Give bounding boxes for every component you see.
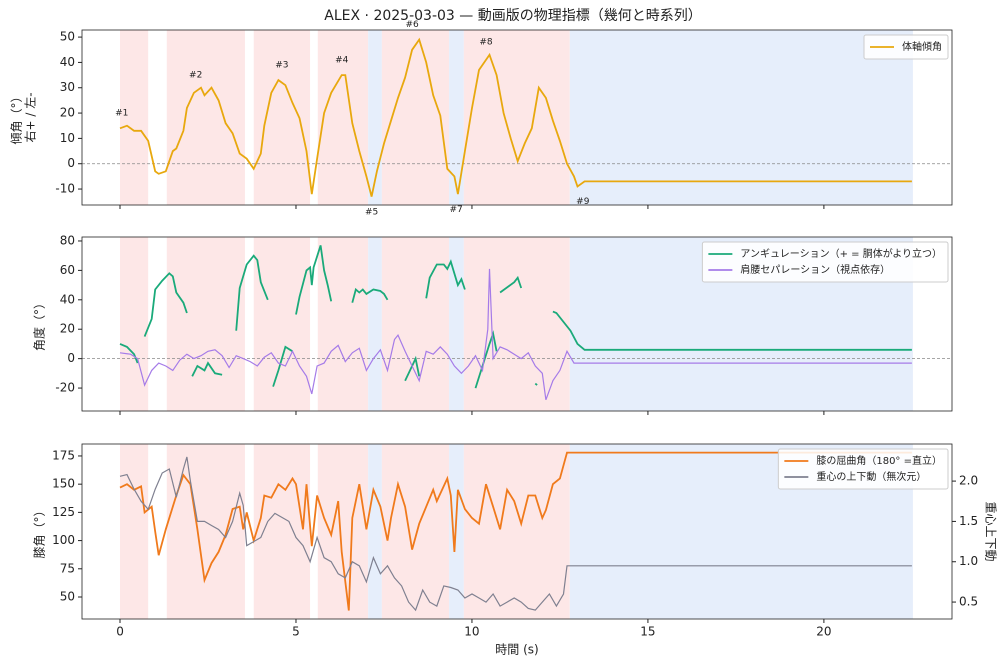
plot-frame [81,29,953,206]
y2-tick-label: 1.0 [959,554,978,568]
x-axis-label: 時間 (s) [495,643,538,657]
x-tick-label: 5 [292,625,300,639]
y-tick-label: 175 [52,448,75,462]
annotation: #7 [449,205,462,215]
series-line [119,268,912,401]
phase-span [317,30,369,205]
y-axis-label: 右+ / 左- [23,92,38,142]
legend-label: 体軸傾角 [902,40,942,53]
legend-box [777,448,949,490]
phase-span [253,444,311,619]
phase-span [381,237,450,411]
plot-area [119,444,913,619]
annotation: #3 [275,60,288,70]
x-tick-label: 10 [464,625,479,639]
y-tick-label: 10 [60,131,75,145]
legend: 膝の屈曲角（180° =直立） 重心の上下動（無次元） [777,448,949,490]
annotation: #4 [335,55,349,65]
series-line [119,456,912,612]
y-tick-label: 50 [60,30,75,44]
legend: 体軸傾角 [863,34,949,60]
y-tick-label: 0 [67,351,75,365]
plot-area [82,30,952,205]
y2-axis-label: 重心上下動 [984,501,998,561]
phase-span [253,30,311,205]
phase-span [120,30,149,205]
y2-tick-label: 2.0 [959,474,978,488]
phase-span [317,444,369,619]
annotation: #1 [115,109,128,119]
phase-span [317,237,369,411]
phase-span [463,444,570,619]
legend: アンギュレーション（+ = 胴体がより立つ） 肩腰セパレーション（視点依存） [701,241,949,283]
phase-span [253,237,311,411]
y-tick-label: 40 [60,292,75,306]
y-tick-label: -20 [55,381,75,395]
annotation: #8 [479,38,493,48]
phase-span [381,444,450,619]
series-line [119,451,912,611]
phase-span [166,237,245,411]
y-tick-label: 40 [60,55,75,69]
x-tick-label: 20 [816,625,831,639]
y2-tick-label: 0.5 [959,595,978,609]
series-line [119,245,912,389]
plot-frame [81,236,953,412]
phase-span [368,237,382,411]
x-tick-label: 15 [640,625,655,639]
annotation: #6 [405,20,419,30]
annotation: #9 [576,197,590,207]
series-line [119,37,912,197]
y2-tick-label: 1.5 [959,514,978,528]
phase-span [120,444,149,619]
phase-span [449,444,464,619]
phase-span [166,444,245,619]
legend-box [863,34,949,60]
y-tick-label: 30 [60,80,75,94]
y-tick-label: 20 [60,322,75,336]
y-tick-label: 150 [52,477,75,491]
y-tick-label: -10 [55,182,75,196]
phase-span [463,237,570,411]
phase-span [449,30,464,205]
phase-span [166,30,245,205]
plot-frame [81,443,953,620]
y-tick-label: 75 [60,561,75,575]
phase-span [381,30,450,205]
legend-label: 重心の上下動（無次元） [816,470,926,483]
phase-span [569,30,913,205]
legend-box [701,241,949,283]
figure-title: ALEX · 2025-03-03 — 動画版の物理指標（幾何と時系列） [324,8,701,24]
y-axis-label: 傾角（°） [10,90,24,144]
y-axis-label: 膝角（°） [33,504,47,558]
y-tick-label: 60 [60,263,75,277]
y-tick-label: 50 [60,589,75,603]
y-tick-label: 20 [60,106,75,120]
annotation: #5 [365,207,378,217]
legend-label: 肩腰セパレーション（視点依存） [740,263,890,276]
y-axis-label: 角度（°） [32,297,47,351]
y-tick-label: 125 [52,505,75,519]
phase-span [368,444,382,619]
y-tick-label: 80 [60,233,75,247]
y-tick-label: 100 [52,533,75,547]
phase-span [463,30,570,205]
annotation: #2 [189,71,202,81]
legend-label: 膝の屈曲角（180° =直立） [816,454,942,467]
legend-label: アンギュレーション（+ = 胴体がより立つ） [740,247,942,260]
x-tick-label: 0 [116,625,124,639]
phase-span [368,30,382,205]
y-tick-label: 0 [67,156,75,170]
